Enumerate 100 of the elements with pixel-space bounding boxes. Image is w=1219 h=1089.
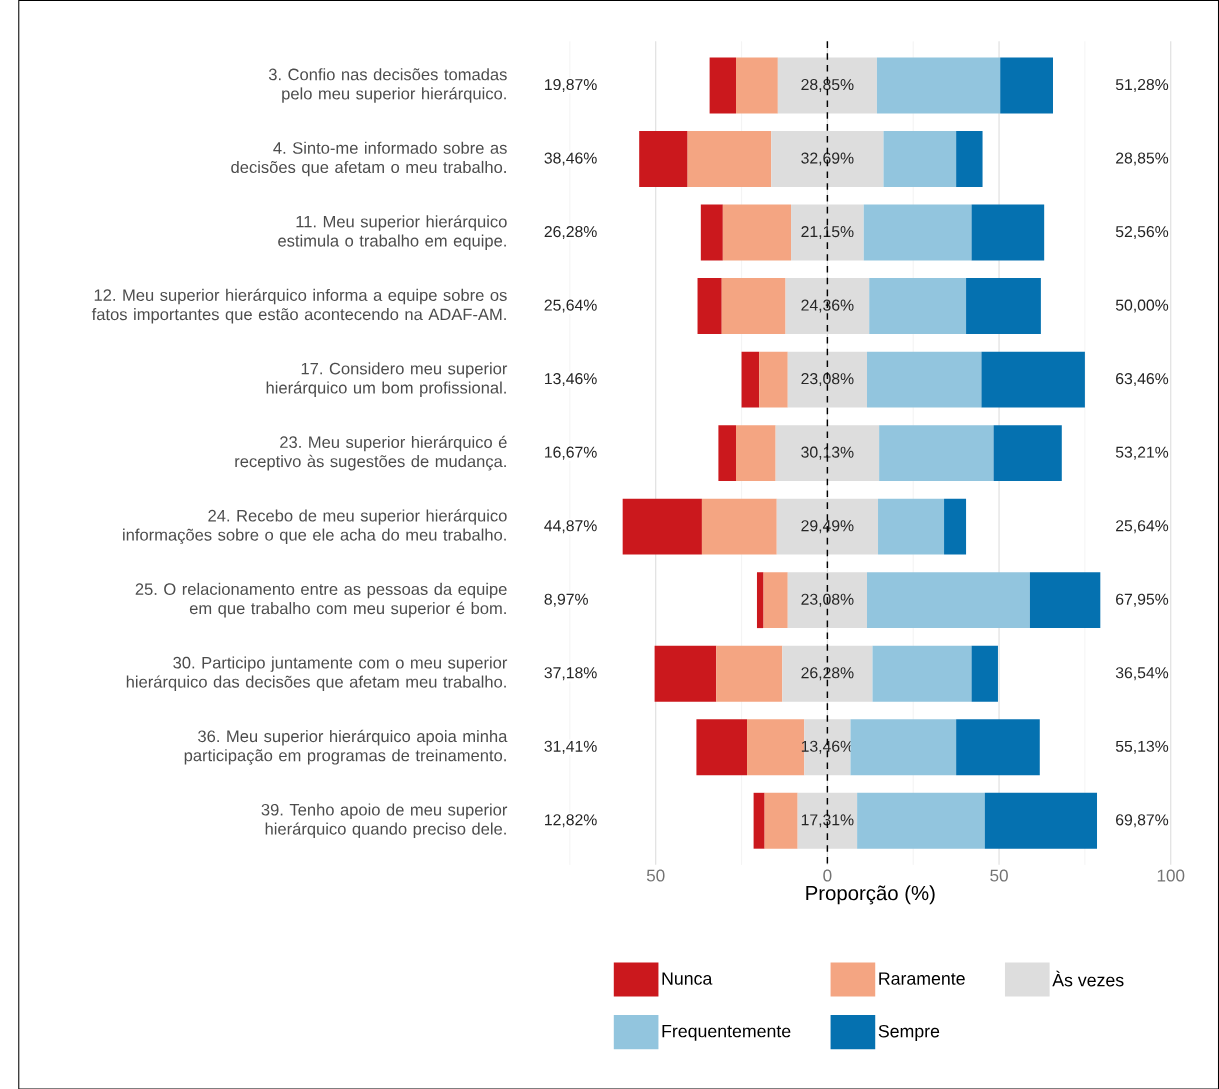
bar bbox=[777, 57, 877, 114]
bar bbox=[736, 424, 776, 481]
annotation: 37,18% bbox=[544, 666, 597, 680]
bar bbox=[722, 204, 792, 261]
data-label: 23,08% bbox=[801, 372, 854, 386]
annotation: 53,21% bbox=[1115, 446, 1169, 460]
bar bbox=[966, 277, 1041, 334]
bar bbox=[791, 204, 864, 261]
bar bbox=[876, 57, 1001, 114]
bar bbox=[654, 645, 717, 702]
annotation: 55,13% bbox=[1115, 740, 1169, 754]
bar bbox=[956, 130, 983, 187]
x-axis-title: Proporção (%) bbox=[806, 885, 935, 905]
bar bbox=[971, 645, 998, 702]
bar bbox=[981, 351, 1085, 408]
y-tick-label: 39. Tenho apoio de meu superior hierárquico quando preciso dele. bbox=[261, 803, 508, 838]
y-tick-label: 11. Meu superior hierárquico estimula o trabalho em equipe. bbox=[278, 214, 507, 250]
data-label: 21,15% bbox=[801, 225, 854, 239]
y-tick-label: 25. O relacionamento entre as pessoas da equipe em que trabalho com meu superior é bom. bbox=[135, 582, 507, 618]
y-tick-label: 12. Meu superior hierárquico informa a equipe sobre os fatos importantes que estão acontecendo na ADAF-AM. bbox=[91, 288, 507, 324]
bar bbox=[763, 572, 788, 628]
data-label: 32,69% bbox=[801, 152, 854, 166]
bar bbox=[622, 498, 702, 555]
bar bbox=[736, 57, 778, 114]
x-tick-label: 100 bbox=[1157, 869, 1185, 882]
legend-label: Às vezes bbox=[1052, 970, 1124, 987]
y-tick-label: 17. Considero meu superior hierárquico um bom profissional. bbox=[266, 362, 508, 397]
data-label: 24,36% bbox=[801, 299, 854, 313]
annotation: 36,54% bbox=[1115, 666, 1169, 680]
annotation: 16,67% bbox=[545, 446, 597, 460]
data-label: 30,13% bbox=[801, 446, 854, 460]
annotation: 69,87% bbox=[1116, 814, 1169, 828]
bar bbox=[804, 719, 851, 775]
x-tick-label: 50 bbox=[646, 869, 665, 882]
annotation: 26,28% bbox=[544, 225, 597, 239]
bar bbox=[716, 645, 783, 702]
annotation: 19,87% bbox=[545, 78, 597, 92]
bar bbox=[785, 277, 870, 334]
bar bbox=[850, 719, 957, 775]
bar bbox=[872, 645, 972, 702]
bar bbox=[721, 277, 786, 334]
bar bbox=[759, 351, 788, 408]
annotation: 13,46% bbox=[545, 372, 597, 386]
y-tick-label: 3. Confio nas decisões tomadas pelo meu superior hierárquico. bbox=[268, 67, 507, 103]
x-tick-label: 0 bbox=[823, 869, 832, 882]
annotation: 63,46% bbox=[1116, 372, 1169, 386]
bar bbox=[878, 498, 945, 555]
bar bbox=[857, 792, 985, 849]
legend-label: Sempre bbox=[878, 1024, 940, 1041]
annotation: 51,28% bbox=[1115, 78, 1169, 92]
bar bbox=[879, 424, 994, 481]
bar bbox=[701, 498, 777, 555]
annotation: 25,64% bbox=[1116, 519, 1169, 533]
bar bbox=[956, 719, 1040, 775]
bar bbox=[776, 498, 878, 555]
bar bbox=[696, 719, 748, 775]
bar bbox=[718, 424, 737, 481]
data-label: 29,49% bbox=[801, 519, 854, 533]
legend-label: Nunca bbox=[662, 972, 713, 985]
annotation: 67,95% bbox=[1116, 593, 1169, 607]
bar bbox=[787, 572, 868, 628]
bar bbox=[971, 204, 1045, 261]
bar bbox=[700, 204, 723, 261]
x-tick-label: 50 bbox=[990, 869, 1008, 882]
bar bbox=[867, 351, 982, 408]
bar bbox=[867, 572, 1030, 628]
bar bbox=[993, 424, 1062, 481]
annotation: 12,82% bbox=[545, 814, 597, 828]
bar bbox=[764, 792, 798, 849]
bar bbox=[741, 351, 760, 408]
bar bbox=[687, 130, 772, 187]
annotation: 28,85% bbox=[1116, 152, 1169, 166]
bar bbox=[709, 57, 737, 114]
bar bbox=[639, 130, 688, 187]
annotation: 8,97% bbox=[544, 593, 588, 607]
legend-label: Frequentemente bbox=[662, 1024, 791, 1041]
bar bbox=[984, 792, 1098, 849]
legend-label: Raramente bbox=[879, 972, 965, 985]
bar bbox=[863, 204, 972, 261]
annotation: 44,87% bbox=[544, 519, 597, 533]
y-tick-label: 36. Meu superior hierárquico apoia minha participação em programas de treinamento. bbox=[184, 729, 508, 765]
bar bbox=[944, 498, 967, 555]
bar bbox=[787, 351, 868, 408]
bar bbox=[797, 792, 858, 849]
data-label: 17,31% bbox=[801, 814, 854, 828]
bar bbox=[756, 572, 764, 628]
annotation: 38,46% bbox=[544, 152, 597, 166]
bar bbox=[869, 277, 967, 334]
annotation: 50,00% bbox=[1115, 299, 1169, 313]
y-tick-label: 23. Meu superior hierárquico é receptivo às sugestões de mudança. bbox=[235, 435, 507, 471]
annotation: 52,56% bbox=[1115, 225, 1169, 239]
bar bbox=[771, 130, 884, 187]
bar bbox=[782, 645, 873, 702]
bar bbox=[1029, 572, 1101, 628]
data-label: 28,85% bbox=[801, 78, 854, 92]
annotation: 31,41% bbox=[544, 740, 597, 754]
y-tick-label: 30. Participo juntamente com o meu superior hierárquico das decisões que afetam meu trabalho. bbox=[126, 656, 508, 691]
bar bbox=[1000, 57, 1053, 114]
data-label: 26,28% bbox=[801, 666, 854, 680]
bar bbox=[775, 424, 880, 481]
